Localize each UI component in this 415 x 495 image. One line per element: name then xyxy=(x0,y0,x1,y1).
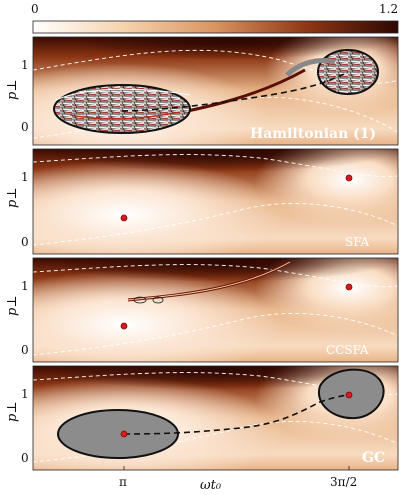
panel-label-hamiltonian: Hamiltonian (1) xyxy=(250,126,376,142)
x-tick-3pi-2: 3π/2 xyxy=(330,475,357,489)
y-tick-1: 1 xyxy=(21,279,29,293)
panel-label-ccsfa: CCSFA xyxy=(326,343,369,357)
y-tick-1: 1 xyxy=(21,170,29,184)
y-tick-1: 1 xyxy=(21,58,29,72)
panel-hamiltonian: Hamiltonian (1) 1 0 p⊥ xyxy=(5,36,399,146)
panel-sfa: SFA 1 0 p⊥ xyxy=(5,148,399,255)
panel-label-gc: GC xyxy=(362,450,385,466)
colorbar-min-label: 0 xyxy=(31,2,39,16)
y-axis-label: p⊥ xyxy=(5,295,20,316)
panel-gc: GC 1 0 p⊥ xyxy=(5,365,399,471)
x-axis-label: ωt₀ xyxy=(200,478,222,493)
panel-label-sfa: SFA xyxy=(345,235,370,249)
y-tick-0: 0 xyxy=(21,343,29,357)
panel-ccsfa: CCSFA 1 0 p⊥ xyxy=(5,257,399,363)
y-tick-0: 0 xyxy=(21,120,29,134)
y-axis-label: p⊥ xyxy=(5,79,20,100)
colorbar xyxy=(32,20,399,34)
x-tick-pi: π xyxy=(119,475,127,489)
y-axis-label: p⊥ xyxy=(5,401,20,422)
y-tick-0: 0 xyxy=(21,451,29,465)
colorbar-max-label: 1.2 xyxy=(379,2,398,16)
y-tick-0: 0 xyxy=(21,235,29,249)
y-tick-1: 1 xyxy=(21,387,29,401)
y-axis-label: p⊥ xyxy=(5,187,20,208)
